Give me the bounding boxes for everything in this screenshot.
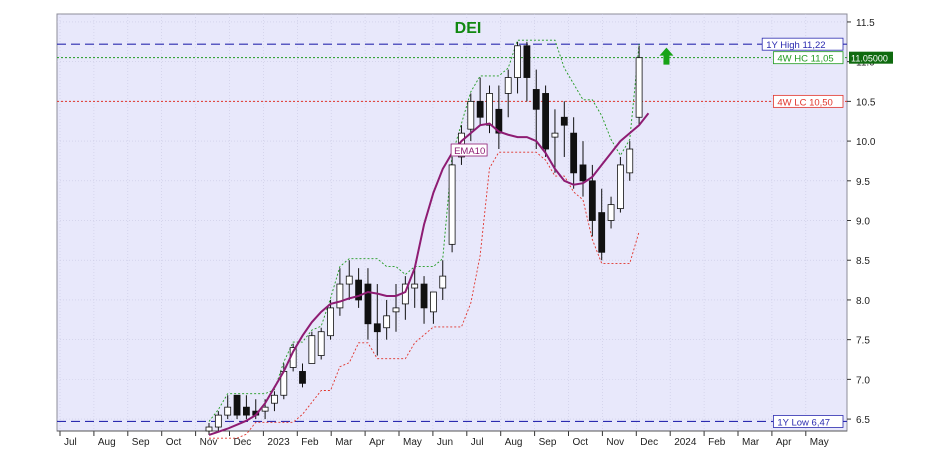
- candle-body: [383, 315, 391, 329]
- candle-body: [448, 164, 456, 245]
- chart-title: DEI: [455, 20, 482, 37]
- candle-body: [214, 414, 222, 428]
- x-tick-label: Aug: [98, 437, 116, 448]
- x-tick-label: Jul: [471, 437, 484, 448]
- candle-body: [523, 45, 531, 78]
- x-tick-label: May: [403, 437, 422, 448]
- candle-body: [420, 283, 428, 309]
- reference-label: 1Y High 11,22: [766, 40, 825, 51]
- candle-body: [439, 275, 447, 289]
- candle-body: [495, 108, 503, 134]
- reference-label-box: [761, 37, 844, 51]
- reference-label: 4W LC 10,50: [777, 97, 832, 108]
- candle-body: [224, 406, 232, 416]
- y-tick-label: 9.0: [856, 217, 870, 228]
- x-tick-label: Jul: [64, 437, 77, 448]
- candle-body: [355, 279, 363, 301]
- ema10-label: EMA10: [454, 146, 485, 157]
- candle-body: [626, 148, 634, 174]
- candle-body: [429, 291, 437, 313]
- candle-body: [308, 335, 316, 364]
- candle-body: [317, 331, 325, 356]
- x-tick-label: Aug: [505, 437, 523, 448]
- candle-body: [532, 89, 540, 110]
- y-tick-label: 10.5: [856, 97, 876, 108]
- candle-body: [364, 283, 372, 325]
- x-tick-label: Jun: [437, 437, 453, 448]
- x-tick-label: Sep: [539, 437, 557, 448]
- candle-body: [205, 426, 213, 432]
- x-tick-label: Dec: [234, 437, 252, 448]
- ema10-line: [208, 112, 650, 436]
- y-tick-label: 7.0: [856, 375, 870, 386]
- candle-body: [271, 394, 278, 404]
- x-tick-label: Sep: [132, 437, 150, 448]
- reference-label: 1Y Low 6,47: [777, 417, 830, 428]
- candle-body: [504, 77, 512, 94]
- y-tick-label: 8.5: [856, 256, 870, 267]
- y-tick-label: 9.5: [856, 177, 870, 188]
- x-tick-label: Mar: [335, 437, 353, 448]
- y-tick-label: 8.0: [856, 296, 870, 307]
- x-tick-label: Nov: [200, 437, 218, 448]
- candle-body: [373, 323, 381, 333]
- last-price-label: 11.05000: [851, 54, 888, 64]
- last-price-box: [849, 51, 893, 64]
- candle-body: [261, 406, 269, 412]
- candle-body: [486, 93, 493, 126]
- candle-body: [570, 132, 578, 174]
- y-tick-label: 10.0: [856, 137, 876, 148]
- candle-body: [598, 212, 606, 253]
- ema10-label-box: [450, 143, 488, 157]
- reference-label-box: [773, 51, 844, 65]
- candle-body: [588, 180, 596, 221]
- y-tick-label: 11.5: [856, 18, 875, 29]
- up-arrow-icon: [659, 47, 674, 65]
- x-tick-label: Apr: [369, 437, 385, 448]
- x-tick-label: Feb: [708, 437, 726, 448]
- candle-body: [514, 45, 521, 78]
- x-tick-label: Nov: [606, 437, 624, 448]
- reference-label-box: [773, 415, 844, 428]
- candle-body: [607, 204, 615, 221]
- candle-body: [542, 93, 549, 150]
- y-tick-label: 6.5: [856, 415, 870, 426]
- candle-body: [233, 394, 241, 416]
- candle-body: [579, 164, 587, 182]
- x-tick-label: May: [810, 437, 829, 448]
- x-tick-label: 2023: [267, 437, 290, 448]
- reference-label: 4W HC 11,05: [777, 54, 833, 65]
- reference-label-box: [773, 94, 844, 108]
- candle-body: [551, 132, 559, 138]
- x-tick-label: 2024: [674, 437, 697, 448]
- x-tick-label: Dec: [640, 437, 658, 448]
- x-tick-label: Feb: [301, 437, 319, 448]
- candle-body: [467, 100, 475, 130]
- candle-body: [476, 100, 484, 118]
- candle-body: [336, 283, 344, 309]
- x-tick-label: Oct: [166, 437, 182, 448]
- candle-body: [560, 116, 568, 126]
- candle-body: [345, 275, 353, 285]
- x-tick-label: Mar: [742, 437, 760, 448]
- candle-body: [242, 406, 250, 416]
- x-tick-label: Oct: [573, 437, 589, 448]
- x-tick-label: Apr: [776, 437, 792, 448]
- candle-body: [299, 371, 306, 384]
- candle-body: [392, 307, 400, 313]
- candle-body: [411, 283, 419, 289]
- candle-body: [327, 307, 334, 337]
- candle-body: [617, 164, 624, 210]
- y-tick-label: 7.5: [856, 336, 870, 347]
- candle-body: [635, 57, 643, 118]
